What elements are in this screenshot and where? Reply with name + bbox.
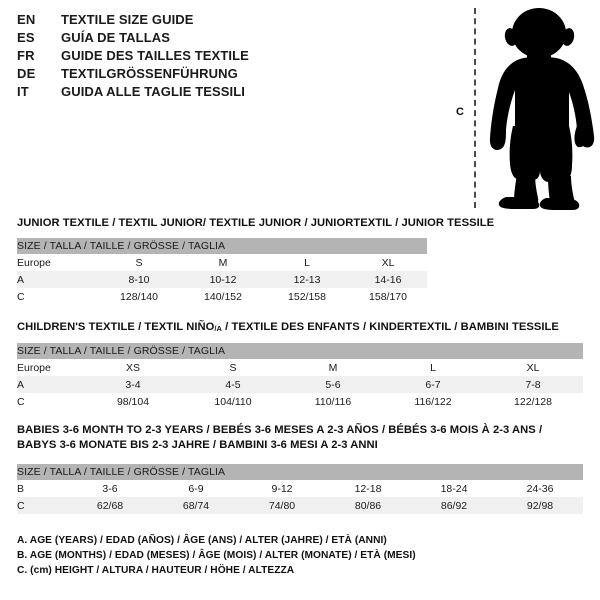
cell: XL [349, 254, 428, 271]
cell: XL [483, 359, 584, 376]
cell: 4-5 [183, 376, 283, 393]
cell: 152/158 [265, 288, 349, 305]
cell: 68/74 [153, 497, 239, 514]
cell: 80/86 [325, 497, 411, 514]
cell: 6-9 [153, 480, 239, 497]
cell: 8-10 [97, 271, 181, 288]
cell: XS [83, 359, 183, 376]
cell: 10-12 [181, 271, 265, 288]
row-label: C [17, 497, 67, 514]
cell: 24-36 [497, 480, 584, 497]
section-childrens-textile: CHILDREN'S TEXTILE / TEXTIL NIÑO/A / TEX… [17, 320, 584, 410]
size-band-label: SIZE / TALLA / TAILLE / GRÖSSE / TAGLIA [17, 343, 584, 359]
language-code: FR [17, 48, 35, 63]
cell: 86/92 [411, 497, 497, 514]
cell: 3-6 [67, 480, 153, 497]
cell: 110/116 [283, 393, 383, 410]
language-row: IT GUIDA ALLE TAGLIE TESSILI [17, 84, 317, 102]
cell: 104/110 [183, 393, 283, 410]
cell: 6-7 [383, 376, 483, 393]
babies-size-table: SIZE / TALLA / TAILLE / GRÖSSE / TAGLIA … [17, 464, 584, 514]
section-heading-babies-line2: BABYS 3-6 MONATE BIS 2-3 JAHRE / BAMBINI… [17, 439, 378, 451]
table-row: B 3-6 6-9 9-12 12-18 18-24 24-36 [17, 480, 584, 497]
language-row: DE TEXTILGRÖSSENFÜHRUNG [17, 66, 317, 84]
cell: M [283, 359, 383, 376]
cell: 128/140 [97, 288, 181, 305]
cell: 5-6 [283, 376, 383, 393]
size-band-label: SIZE / TALLA / TAILLE / GRÖSSE / TAGLIA [17, 238, 428, 254]
junior-size-table: SIZE / TALLA / TAILLE / GRÖSSE / TAGLIA … [17, 238, 428, 305]
legend-line-b: B. AGE (MONTHS) / EDAD (MESES) / ÂGE (MO… [17, 550, 416, 561]
table-band-header-row: SIZE / TALLA / TAILLE / GRÖSSE / TAGLIA [17, 464, 584, 480]
height-dashed-line [474, 8, 476, 208]
cell: 12-13 [265, 271, 349, 288]
row-label: A [17, 271, 97, 288]
row-label: C [17, 288, 97, 305]
height-measure-label: C [456, 106, 464, 118]
language-title: GUIDA ALLE TAGLIE TESSILI [61, 84, 246, 99]
row-label: B [17, 480, 67, 497]
cell: 12-18 [325, 480, 411, 497]
cell: 140/152 [181, 288, 265, 305]
table-band-header-row: SIZE / TALLA / TAILLE / GRÖSSE / TAGLIA [17, 238, 428, 254]
heading-part-post: / TEXTILE DES ENFANTS / KINDERTEXTIL / B… [221, 321, 559, 333]
section-junior-textile: JUNIOR TEXTILE / TEXTIL JUNIOR/ TEXTILE … [17, 216, 495, 305]
legend-block: A. AGE (YEARS) / EDAD (AÑOS) / ÂGE (ANS)… [17, 533, 577, 578]
children-size-table: SIZE / TALLA / TAILLE / GRÖSSE / TAGLIA … [17, 343, 584, 410]
language-row: ES GUÍA DE TALLAS [17, 30, 317, 48]
cell: 116/122 [383, 393, 483, 410]
cell: 158/170 [349, 288, 428, 305]
table-row: C 62/68 68/74 74/80 80/86 86/92 92/98 [17, 497, 584, 514]
cell: 74/80 [239, 497, 325, 514]
language-row: EN TEXTILE SIZE GUIDE [17, 12, 317, 30]
legend-line-c: C. (cm) HEIGHT / ALTURA / HAUTEUR / HÖHE… [17, 565, 295, 576]
language-title: TEXTILE SIZE GUIDE [61, 12, 194, 27]
table-row: Europe XS S M L XL [17, 359, 584, 376]
section-babies-textile: BABIES 3-6 MONTH TO 2-3 YEARS / BEBÉS 3-… [17, 423, 584, 514]
row-label: Europe [17, 359, 83, 376]
heading-part-pre: CHILDREN'S TEXTILE / TEXTIL NIÑO [17, 321, 215, 333]
table-row: C 98/104 104/110 110/116 116/122 122/128 [17, 393, 584, 410]
cell: L [265, 254, 349, 271]
cell: 3-4 [83, 376, 183, 393]
cell: M [181, 254, 265, 271]
cell: 122/128 [483, 393, 584, 410]
size-band-label: SIZE / TALLA / TAILLE / GRÖSSE / TAGLIA [17, 464, 584, 480]
toddler-silhouette-icon [489, 8, 595, 210]
cell: 7-8 [483, 376, 584, 393]
row-label: C [17, 393, 83, 410]
table-row: Europe S M L XL [17, 254, 428, 271]
language-code: ES [17, 30, 35, 45]
language-title-block: EN TEXTILE SIZE GUIDE ES GUÍA DE TALLAS … [17, 12, 317, 102]
legend-line-a: A. AGE (YEARS) / EDAD (AÑOS) / ÂGE (ANS)… [17, 535, 387, 546]
height-illustration: C [440, 0, 600, 215]
section-heading-junior: JUNIOR TEXTILE / TEXTIL JUNIOR/ TEXTILE … [17, 217, 495, 229]
table-band-header-row: SIZE / TALLA / TAILLE / GRÖSSE / TAGLIA [17, 343, 584, 359]
language-code: EN [17, 12, 36, 27]
table-row: A 8-10 10-12 12-13 14-16 [17, 271, 428, 288]
cell: 14-16 [349, 271, 428, 288]
cell: 9-12 [239, 480, 325, 497]
row-label: Europe [17, 254, 97, 271]
language-title: TEXTILGRÖSSENFÜHRUNG [61, 66, 238, 81]
cell: 62/68 [67, 497, 153, 514]
cell: S [183, 359, 283, 376]
language-title: GUIDE DES TAILLES TEXTILE [61, 48, 249, 63]
language-code: IT [17, 84, 29, 99]
language-row: FR GUIDE DES TAILLES TEXTILE [17, 48, 317, 66]
table-row: C 128/140 140/152 152/158 158/170 [17, 288, 428, 305]
heading-part-subscript: /A [214, 324, 222, 333]
section-heading-babies-line1: BABIES 3-6 MONTH TO 2-3 YEARS / BEBÉS 3-… [17, 424, 543, 436]
row-label: A [17, 376, 83, 393]
language-code: DE [17, 66, 36, 81]
cell: 18-24 [411, 480, 497, 497]
cell: 98/104 [83, 393, 183, 410]
table-row: A 3-4 4-5 5-6 6-7 7-8 [17, 376, 584, 393]
language-title: GUÍA DE TALLAS [61, 30, 171, 45]
cell: L [383, 359, 483, 376]
cell: 92/98 [497, 497, 584, 514]
cell: S [97, 254, 181, 271]
section-heading-children: CHILDREN'S TEXTILE / TEXTIL NIÑO/A / TEX… [17, 320, 583, 336]
